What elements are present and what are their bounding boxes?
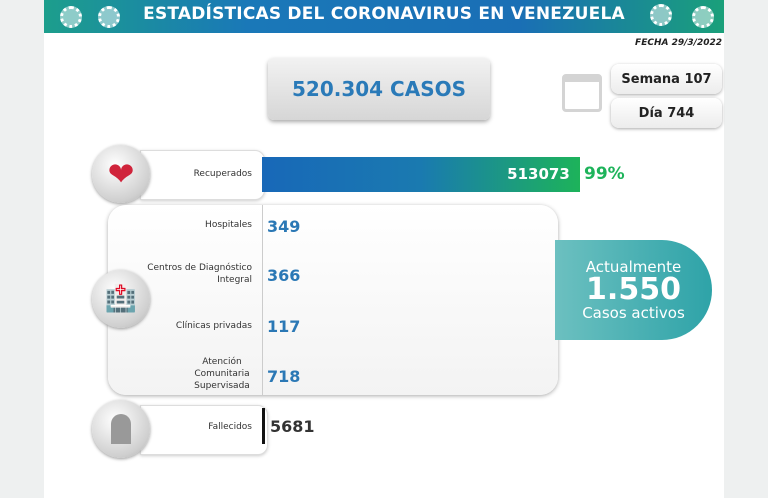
location-label: Clínicas privadas xyxy=(175,321,252,331)
heart-icon: ❤ xyxy=(92,145,150,203)
recovered-label: Recuperados xyxy=(193,169,252,179)
recovered-value: 513073 xyxy=(507,165,570,183)
day-badge: Día 744 xyxy=(611,98,722,128)
virus-icon xyxy=(650,4,672,26)
date-label: FECHA 29/3/2022 xyxy=(635,38,722,48)
recovered-percent: 99% xyxy=(584,164,625,184)
location-label: Centros de Diagnóstico Integral xyxy=(147,263,252,285)
active-value: 1.550 xyxy=(586,272,681,307)
active-line2: Casos activos xyxy=(582,304,685,322)
virus-icon xyxy=(692,6,714,28)
calendar-icon xyxy=(562,74,602,112)
deceased-label-box xyxy=(140,405,268,455)
header-banner xyxy=(44,0,724,33)
locations-box xyxy=(108,205,558,395)
divider xyxy=(262,205,263,395)
location-label: Atención Comunitaria Supervisada xyxy=(194,357,250,391)
deceased-bar xyxy=(262,408,265,444)
deceased-value: 5681 xyxy=(270,417,315,436)
hospital-icon: 🏥 xyxy=(92,270,150,328)
total-cases: 520.304 CASOS xyxy=(268,58,490,120)
active-cases-badge: Actualmente 1.550 Casos activos xyxy=(555,240,712,340)
location-value: 349 xyxy=(267,217,301,236)
page-title: ESTADÍSTICAS DEL CORONAVIRUS EN VENEZUEL… xyxy=(143,4,625,24)
deceased-label: Fallecidos xyxy=(208,422,252,432)
virus-icon xyxy=(98,6,120,28)
tombstone-icon xyxy=(92,400,150,458)
location-label: Hospitales xyxy=(205,220,252,230)
location-value: 718 xyxy=(267,367,301,386)
virus-icon xyxy=(60,6,82,28)
week-badge: Semana 107 xyxy=(611,64,722,94)
active-line1: Actualmente xyxy=(585,258,682,276)
recovered-label-box xyxy=(140,150,265,200)
location-value: 117 xyxy=(267,317,301,336)
recovered-bar: 513073 xyxy=(262,157,580,192)
location-value: 366 xyxy=(267,266,301,285)
